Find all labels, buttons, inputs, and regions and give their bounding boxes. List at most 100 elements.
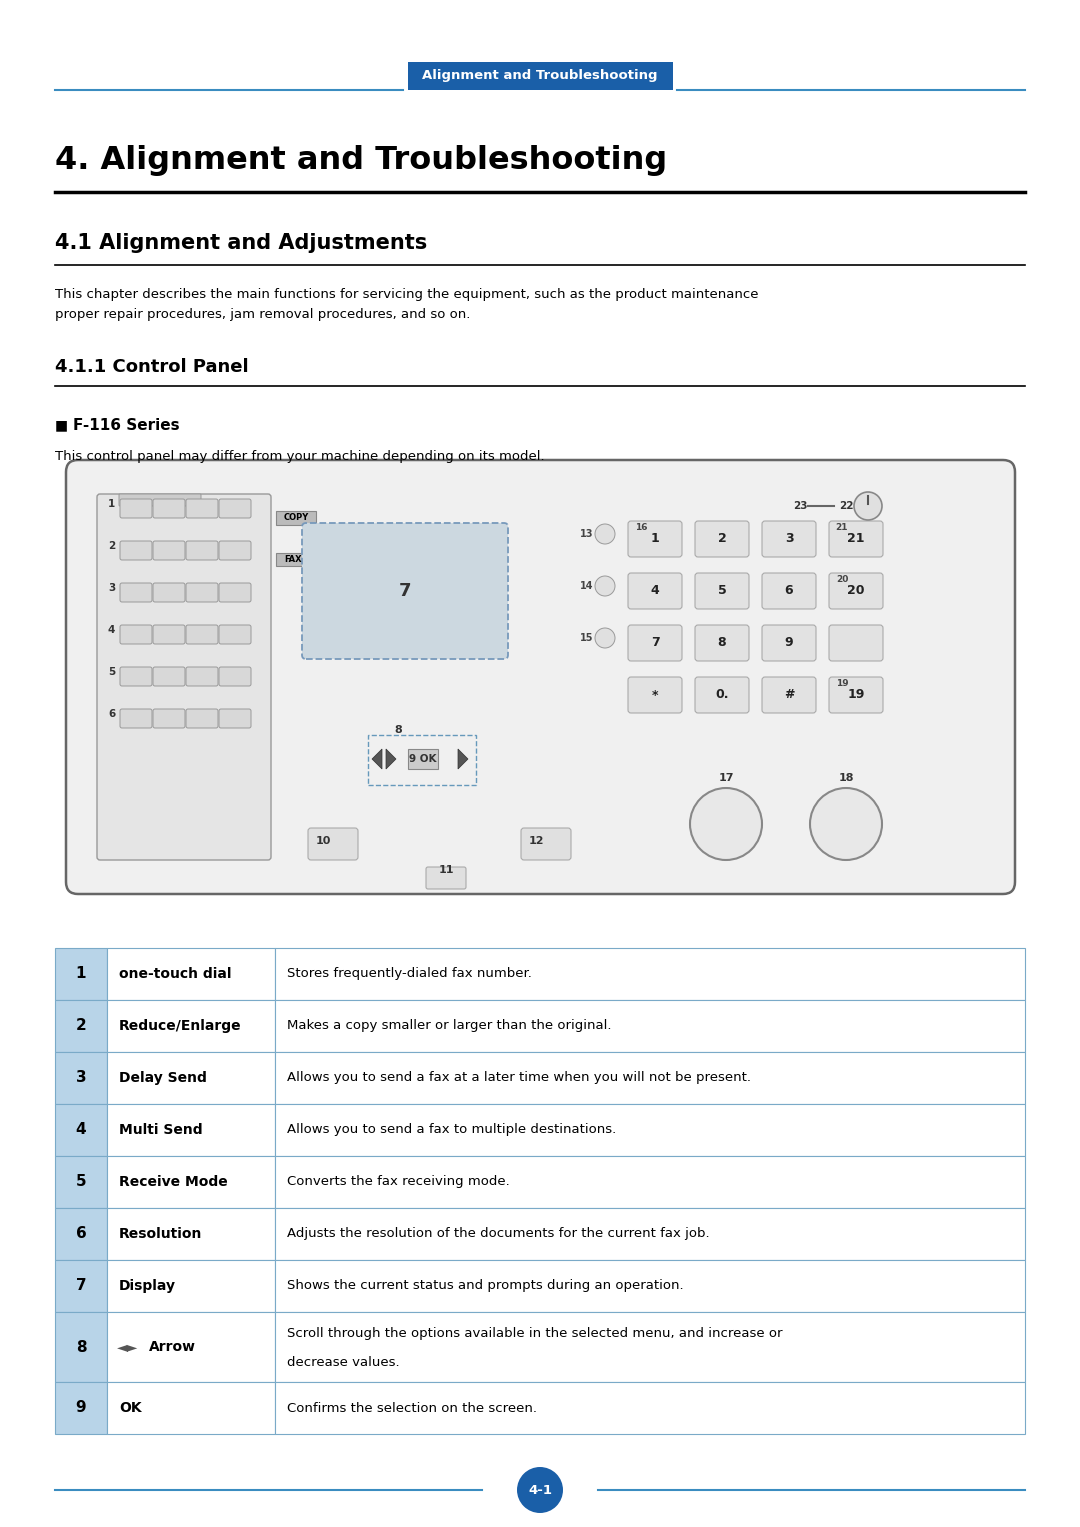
FancyBboxPatch shape	[426, 867, 465, 889]
FancyBboxPatch shape	[66, 460, 1015, 893]
Text: 8: 8	[76, 1339, 86, 1354]
Bar	[55, 1000, 107, 1052]
FancyBboxPatch shape	[153, 541, 185, 560]
FancyBboxPatch shape	[120, 709, 152, 728]
Bar	[55, 1104, 107, 1156]
Bar	[55, 1208, 107, 1260]
FancyBboxPatch shape	[829, 676, 883, 713]
Bar	[107, 948, 275, 1000]
Text: 12: 12	[528, 835, 543, 846]
FancyBboxPatch shape	[302, 524, 508, 660]
Bar	[275, 1052, 1025, 1104]
Text: 4: 4	[108, 625, 116, 635]
Text: 16: 16	[635, 524, 647, 533]
Bar	[275, 1260, 1025, 1312]
Text: 2: 2	[108, 541, 116, 551]
Bar	[107, 1382, 275, 1434]
FancyBboxPatch shape	[762, 521, 816, 557]
Text: 20: 20	[836, 576, 848, 585]
Text: 7: 7	[399, 582, 411, 600]
Text: 1: 1	[650, 533, 660, 545]
Bar	[408, 750, 438, 770]
Text: This control panel may differ from your machine depending on its model.: This control panel may differ from your …	[55, 450, 544, 463]
FancyBboxPatch shape	[219, 625, 251, 644]
Text: Allows you to send a fax to multiple destinations.: Allows you to send a fax to multiple des…	[287, 1124, 617, 1136]
Text: FAX: FAX	[284, 554, 301, 563]
Text: Converts the fax receiving mode.: Converts the fax receiving mode.	[287, 1176, 510, 1188]
Polygon shape	[386, 750, 396, 770]
Text: ◄►: ◄►	[117, 1341, 138, 1354]
FancyBboxPatch shape	[696, 521, 750, 557]
FancyBboxPatch shape	[627, 676, 681, 713]
FancyBboxPatch shape	[120, 583, 152, 602]
Bar	[107, 1208, 275, 1260]
Text: Display: Display	[119, 1280, 176, 1293]
Bar	[275, 1000, 1025, 1052]
Text: 4-1: 4-1	[528, 1484, 552, 1496]
Polygon shape	[458, 750, 468, 770]
Bar	[55, 1260, 107, 1312]
Text: 0.: 0.	[715, 689, 729, 701]
FancyBboxPatch shape	[186, 709, 218, 728]
FancyBboxPatch shape	[829, 521, 883, 557]
Bar	[275, 1382, 1025, 1434]
FancyBboxPatch shape	[696, 573, 750, 609]
Bar	[55, 1312, 107, 1382]
FancyBboxPatch shape	[308, 828, 357, 860]
Text: 9: 9	[785, 637, 794, 649]
FancyBboxPatch shape	[762, 573, 816, 609]
Text: 21: 21	[836, 524, 848, 533]
Circle shape	[595, 628, 615, 647]
FancyBboxPatch shape	[186, 499, 218, 518]
Circle shape	[690, 788, 762, 860]
Text: 2: 2	[76, 1019, 86, 1034]
Bar	[275, 948, 1025, 1000]
FancyBboxPatch shape	[153, 499, 185, 518]
Text: 8: 8	[718, 637, 727, 649]
Bar	[107, 1156, 275, 1208]
Circle shape	[854, 492, 882, 521]
Text: 3: 3	[108, 583, 116, 592]
Text: *: *	[651, 689, 658, 701]
Bar	[55, 948, 107, 1000]
FancyBboxPatch shape	[119, 495, 201, 505]
FancyBboxPatch shape	[219, 583, 251, 602]
FancyBboxPatch shape	[219, 709, 251, 728]
Text: 18: 18	[838, 773, 854, 783]
Text: OK: OK	[119, 1400, 141, 1416]
FancyBboxPatch shape	[829, 625, 883, 661]
FancyBboxPatch shape	[120, 499, 152, 518]
Bar	[55, 1052, 107, 1104]
Text: 19: 19	[848, 689, 865, 701]
Text: 20: 20	[847, 585, 865, 597]
Text: 17: 17	[718, 773, 733, 783]
Text: 5: 5	[108, 667, 116, 676]
Text: 3: 3	[785, 533, 794, 545]
FancyBboxPatch shape	[762, 676, 816, 713]
FancyBboxPatch shape	[153, 709, 185, 728]
Text: 11: 11	[438, 864, 454, 875]
Text: #: #	[784, 689, 794, 701]
Text: 6: 6	[785, 585, 794, 597]
Bar	[408, 63, 673, 90]
Circle shape	[810, 788, 882, 860]
FancyBboxPatch shape	[186, 583, 218, 602]
Bar	[107, 1312, 275, 1382]
Text: 23: 23	[793, 501, 807, 512]
Text: 1: 1	[108, 499, 116, 508]
Text: Resolution: Resolution	[119, 1228, 202, 1241]
Text: Stores frequently-dialed fax number.: Stores frequently-dialed fax number.	[287, 968, 531, 980]
Text: 4.1.1 Control Panel: 4.1.1 Control Panel	[55, 357, 248, 376]
Text: Allows you to send a fax at a later time when you will not be present.: Allows you to send a fax at a later time…	[287, 1072, 751, 1084]
FancyBboxPatch shape	[762, 625, 816, 661]
Text: decrease values.: decrease values.	[287, 1356, 400, 1368]
Bar	[276, 512, 316, 525]
Text: Shows the current status and prompts during an operation.: Shows the current status and prompts dur…	[287, 1280, 684, 1292]
FancyBboxPatch shape	[186, 667, 218, 686]
Text: COPY: COPY	[283, 513, 309, 522]
Text: Arrow: Arrow	[149, 1341, 195, 1354]
Text: 19: 19	[836, 680, 848, 689]
FancyBboxPatch shape	[696, 625, 750, 661]
Text: 4. Alignment and Troubleshooting: 4. Alignment and Troubleshooting	[55, 145, 667, 176]
FancyBboxPatch shape	[153, 625, 185, 644]
